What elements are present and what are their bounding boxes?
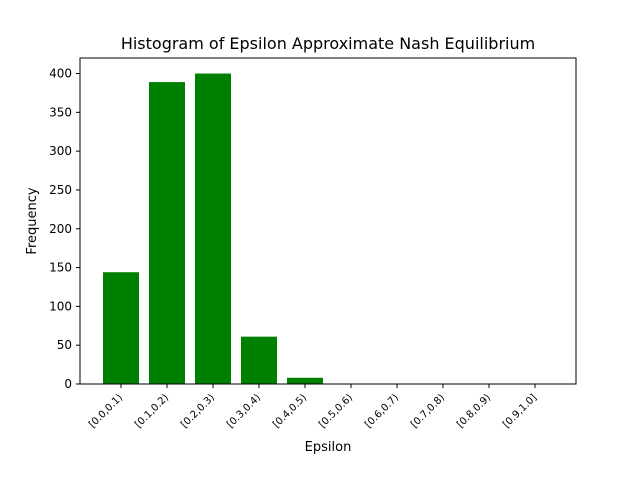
bars — [103, 73, 323, 385]
y-tick-label: 50 — [57, 338, 72, 352]
bar — [149, 82, 185, 385]
x-axis-ticks: [0.0,0.1) [0.1,0.2) [0.2,0.3) [0.3,0.4) [0.4… — [87, 384, 539, 430]
x-tick-label: [0.1,0.2) — [133, 392, 171, 430]
y-tick-label: 100 — [49, 299, 72, 313]
y-tick-label: 250 — [49, 183, 72, 197]
x-axis-title: Epsilon — [305, 440, 352, 455]
bar — [103, 272, 139, 384]
y-tick-label: 350 — [49, 105, 72, 119]
x-tick-label: [0.0,0.1) — [87, 392, 125, 430]
y-axis-ticks: 0 50 100 150 200 250 300 350 400 — [49, 67, 80, 391]
bar — [287, 377, 323, 384]
x-tick-label: [0.4,0.5) — [271, 392, 309, 430]
x-tick-label: [0.8,0.9) — [455, 392, 493, 430]
y-tick-label: 300 — [49, 144, 72, 158]
x-tick-label: [0.9,1.0] — [501, 392, 539, 430]
plot-frame — [79, 57, 577, 385]
x-tick-label: [0.2,0.3) — [179, 392, 217, 430]
y-tick-label: 0 — [64, 377, 72, 391]
bar — [195, 73, 231, 385]
x-tick-label: [0.6,0.7) — [363, 392, 401, 430]
y-axis-title: Frequency — [25, 187, 40, 254]
x-tick-label: [0.5,0.6) — [317, 392, 355, 430]
y-tick-label: 150 — [49, 261, 72, 275]
y-tick-label: 200 — [49, 222, 72, 236]
chart-title: Histogram of Epsilon Approximate Nash Eq… — [121, 34, 535, 53]
x-tick-label: [0.3,0.4) — [225, 392, 263, 430]
y-tick-label: 400 — [49, 67, 72, 81]
x-tick-label: [0.7,0.8) — [409, 392, 447, 430]
bar — [241, 336, 277, 384]
